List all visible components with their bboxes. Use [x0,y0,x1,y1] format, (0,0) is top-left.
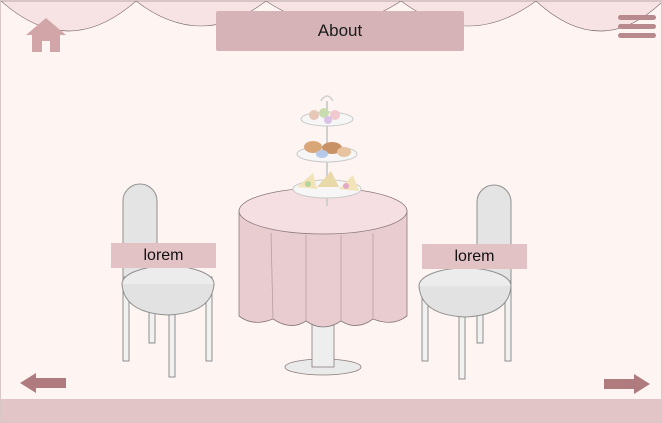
menu-icon [618,15,656,38]
page-title: About [216,11,464,51]
previous-page-button[interactable] [20,372,66,394]
menu-button[interactable] [617,14,657,40]
arrow-left-icon [20,373,66,393]
home-icon [26,18,66,52]
tea-stand-illustration [292,95,362,206]
round-table-illustration [238,187,408,376]
right-chair-label-text: lorem [454,247,495,265]
home-button[interactable] [24,16,68,54]
page-title-text: About [317,21,363,40]
next-page-button[interactable] [604,373,650,395]
left-chair-label-text: lorem [143,246,184,264]
right-chair-label: lorem [422,244,527,269]
right-chair-illustration [418,184,512,380]
left-chair-illustration [121,183,215,378]
arrow-right-icon [604,374,650,394]
left-chair-label: lorem [111,243,216,268]
footer-bar [1,399,661,422]
